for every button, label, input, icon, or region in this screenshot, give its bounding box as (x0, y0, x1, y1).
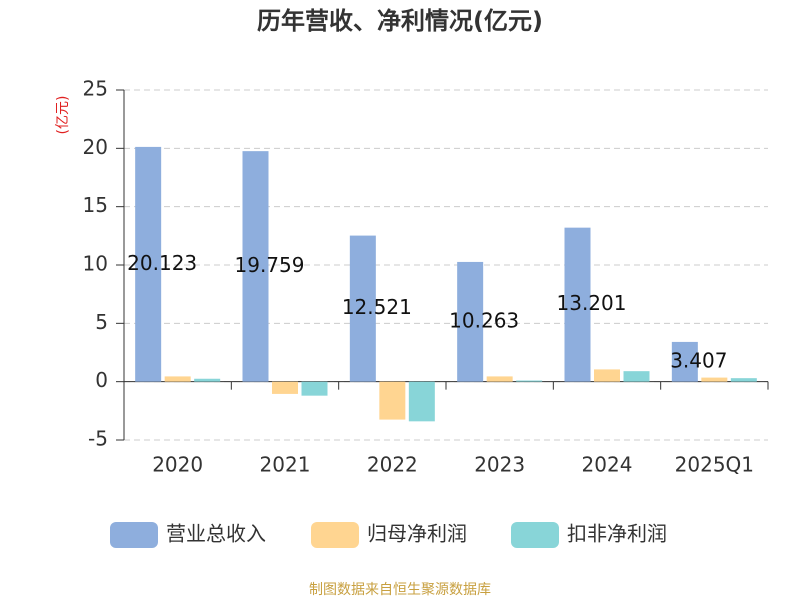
legend-label: 营业总收入 (166, 522, 266, 546)
data-label: 20.123 (127, 251, 197, 275)
x-tick-label: 2023 (474, 453, 525, 477)
bar (379, 381, 406, 420)
bar (194, 378, 221, 382)
y-tick-label: 25 (83, 77, 108, 101)
legend-swatch (110, 522, 158, 548)
chart-title: 历年营收、净利情况(亿元) (257, 7, 543, 35)
legend-swatch (311, 522, 359, 548)
bar (564, 227, 591, 382)
bar (135, 146, 162, 382)
bar (242, 151, 269, 382)
source-note: 制图数据来自恒生聚源数据库 (309, 582, 491, 598)
data-label: 19.759 (235, 253, 305, 277)
legend-swatch (511, 522, 559, 548)
y-tick-label: 5 (95, 310, 108, 334)
x-tick-label: 2020 (152, 453, 203, 477)
data-label: 3.407 (670, 348, 727, 372)
bar (730, 378, 757, 382)
data-label: 13.201 (557, 291, 627, 315)
bar (671, 341, 698, 382)
y-tick-label: 10 (83, 252, 108, 276)
bar (623, 371, 650, 382)
bar (408, 381, 435, 422)
bar (701, 377, 728, 382)
x-tick-label: 2022 (367, 453, 418, 477)
y-tick-label: -5 (88, 427, 108, 451)
legend-label: 归母净利润 (367, 522, 467, 546)
bar (301, 381, 328, 396)
y-axis-label: (亿元) (55, 96, 71, 135)
legend-label: 扣非净利润 (567, 522, 667, 546)
bar (457, 261, 484, 382)
x-tick-label: 2025Q1 (675, 453, 754, 477)
x-tick-label: 2024 (582, 453, 633, 477)
bar (594, 369, 620, 382)
bar (272, 381, 298, 394)
x-tick-label: 2021 (260, 453, 311, 477)
y-tick-label: 0 (95, 368, 108, 392)
y-tick-label: 15 (83, 193, 108, 217)
y-tick-label: 20 (83, 135, 108, 159)
bar (164, 376, 191, 382)
bar (349, 235, 376, 382)
bar (516, 380, 543, 382)
bar (486, 376, 513, 382)
data-label: 10.263 (449, 308, 519, 332)
data-label: 12.521 (342, 295, 412, 319)
